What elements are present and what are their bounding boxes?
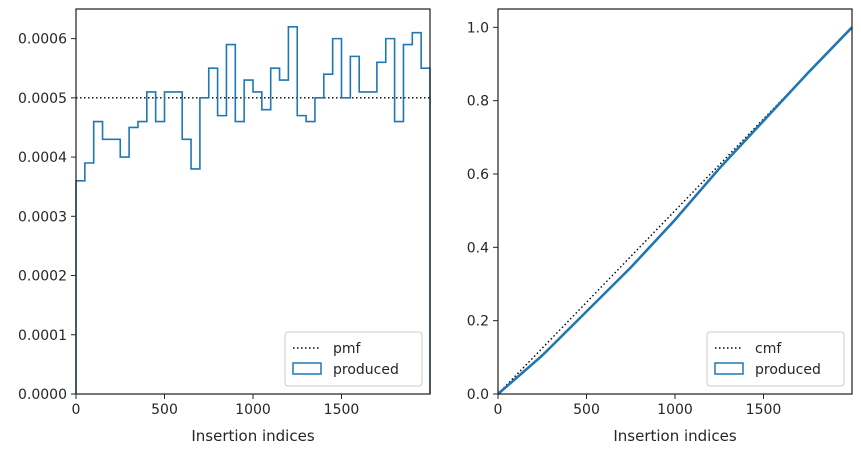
x-axis-label: Insertion indices [613,427,736,445]
legend-label: produced [333,362,399,378]
y-tick-label: 0.0000 [18,387,67,403]
y-tick-label: 1.0 [467,20,489,36]
y-tick-label: 0.0 [467,387,489,403]
y-tick-label: 0.0003 [18,209,67,225]
x-tick-label: 1000 [657,402,693,418]
produced-cumulative-line [497,26,853,395]
plot-frame [75,8,431,395]
x-tick-label: 0 [494,402,503,418]
y-tick-label: 0.4 [467,240,489,256]
x-tick-label: 1500 [746,402,782,418]
y-tick-label: 0.0001 [18,328,67,344]
x-tick-label: 1000 [235,402,271,418]
produced-histogram-step [75,25,431,394]
y-tick-label: 0.0005 [18,91,67,107]
x-tick-label: 0 [72,402,81,418]
x-tick-label: 500 [573,402,600,418]
right-cmf-chart: 0 500 1000 1500 0.0 0.2 0.4 0.6 0.8 1.0 Insertion … [467,8,853,445]
plot-frame [497,8,853,395]
y-tick-label: 0.2 [467,314,489,330]
legend-box [706,331,845,387]
legend-swatch-patch [714,362,744,375]
y-tick-label: 0.6 [467,167,489,183]
x-axis-label: Insertion indices [191,427,314,445]
legend-swatch-patch [292,362,322,375]
y-tick-label: 0.0006 [18,32,67,48]
legend-box [284,331,423,387]
left-pmf-chart: 0 500 1000 1500 0.0000 0.0001 0.0002 0.0003 0.00… [18,8,431,445]
legend-label: produced [755,362,821,378]
legend-label: pmf [333,341,362,357]
x-tick-label: 500 [151,402,178,418]
x-tick-label: 1500 [324,402,360,418]
y-tick-label: 0.8 [467,94,489,110]
legend-label: cmf [755,341,782,357]
y-tick-label: 0.0002 [18,269,67,285]
y-tick-label: 0.0004 [18,150,67,166]
